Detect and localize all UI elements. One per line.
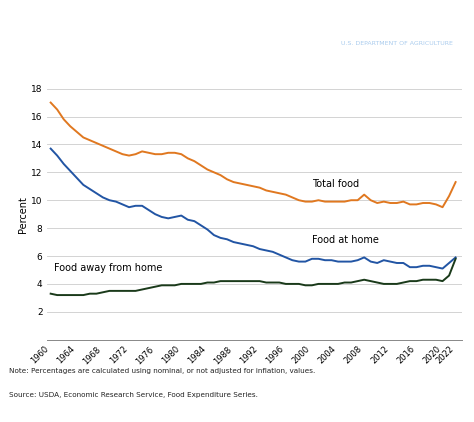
Text: Total food: Total food <box>312 179 359 189</box>
Y-axis label: Percent: Percent <box>18 196 28 233</box>
Text: Economic Research Service: Economic Research Service <box>341 16 471 25</box>
Text: Food away from home: Food away from home <box>54 263 162 273</box>
Text: Food at home: Food at home <box>312 235 379 245</box>
Text: Note: Percentages are calculated using nominal, or not adjusted for inflation, v: Note: Percentages are calculated using n… <box>9 368 316 374</box>
Text: on food in the United States, 1960-2022: on food in the United States, 1960-2022 <box>9 46 261 56</box>
Text: USDA: USDA <box>284 16 323 29</box>
Text: U.S. DEPARTMENT OF AGRICULTURE: U.S. DEPARTMENT OF AGRICULTURE <box>341 41 453 46</box>
Text: Share of disposable personal income spent: Share of disposable personal income spen… <box>9 21 279 31</box>
Text: Source: USDA, Economic Research Service, Food Expenditure Series.: Source: USDA, Economic Research Service,… <box>9 392 258 398</box>
